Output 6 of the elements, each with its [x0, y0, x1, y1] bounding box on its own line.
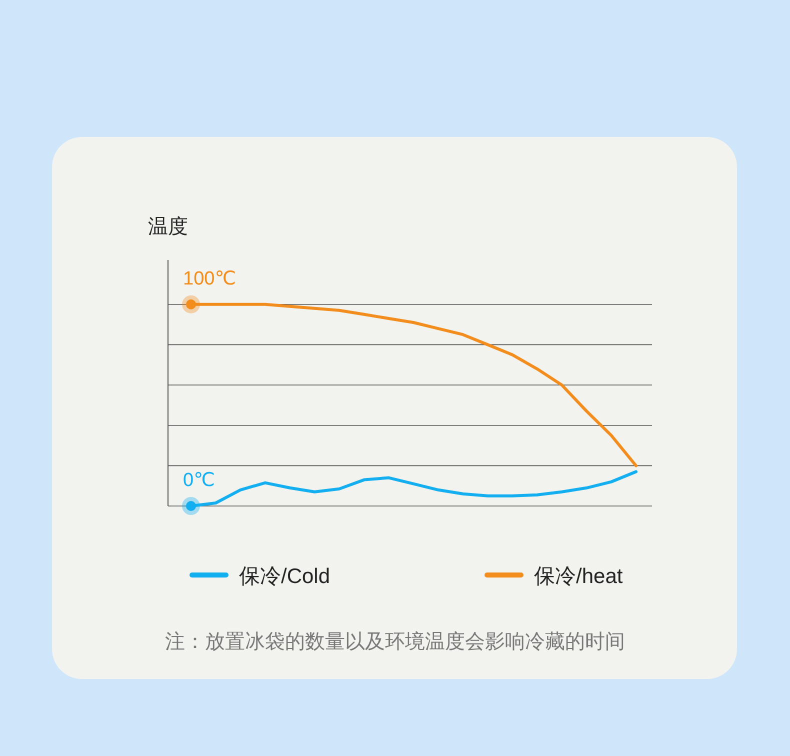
- text: 注：放置冰袋的数量以及环境温度会影响冷藏的时间: [165, 631, 625, 653]
- y-axis-title: 温度: [148, 216, 188, 238]
- data-label: 0℃: [183, 470, 215, 491]
- legend-label: 保冷/heat: [534, 565, 623, 588]
- legend-label: 保冷/Cold: [239, 565, 330, 588]
- data-label: 100℃: [183, 268, 236, 290]
